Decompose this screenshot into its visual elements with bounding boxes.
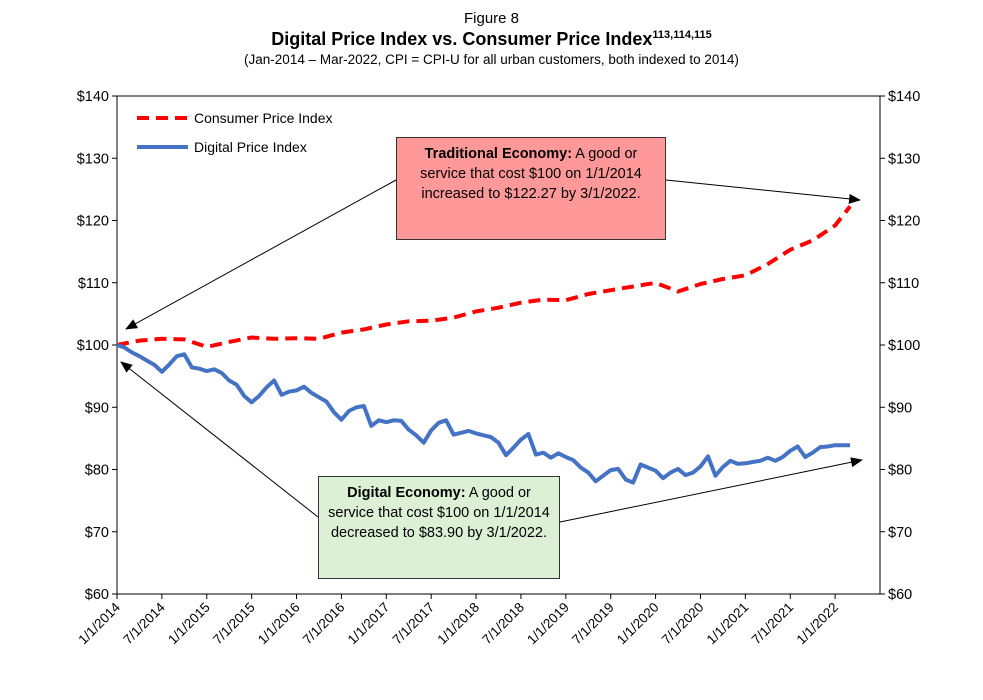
y-tick-label-right: $70 — [888, 525, 912, 541]
chart-subtitle: (Jan-2014 – Mar-2022, CPI = CPI-U for al… — [244, 52, 739, 67]
x-tick-label: 7/1/2016 — [300, 600, 348, 648]
y-tick-label-left: $100 — [77, 338, 109, 354]
chart-title-footnotes: 113,114,115 — [652, 29, 712, 41]
traditional-arrow-end — [665, 179, 861, 204]
y-tick-label-right: $130 — [888, 151, 920, 167]
x-tick-label: 1/1/2018 — [434, 600, 482, 648]
y-tick-label-right: $140 — [888, 89, 920, 105]
y-tick-label-right: $80 — [888, 463, 912, 479]
x-tick-label: 1/1/2017 — [345, 600, 393, 648]
dpi-line — [116, 343, 851, 485]
digital-economy-callout: Digital Economy: A good or service that … — [318, 476, 560, 579]
x-tick-label: 7/1/2017 — [390, 600, 438, 648]
y-tick-label-right: $60 — [888, 587, 912, 603]
x-tick-label: 1/1/2022 — [793, 600, 841, 648]
digital-arrow-end — [559, 457, 863, 523]
traditional-economy-callout: Traditional Economy: A good or service t… — [396, 137, 666, 240]
x-tick-label: 7/1/2020 — [659, 600, 707, 648]
y-tick-label-right: $90 — [888, 400, 912, 416]
x-tick-label: 1/1/2019 — [524, 600, 572, 648]
y-tick-label-right: $110 — [888, 276, 919, 292]
y-tick-label-left: $80 — [85, 463, 109, 479]
dpi-series — [116, 343, 851, 485]
traditional-callout-heading: Traditional Economy: — [424, 146, 573, 162]
y-tick-label-left: $110 — [78, 276, 109, 292]
y-tick-label-right: $120 — [888, 214, 920, 230]
x-tick-label: 7/1/2019 — [569, 600, 617, 648]
x-tick-label: 1/1/2020 — [614, 600, 662, 648]
y-tick-label-left: $120 — [77, 214, 109, 230]
x-tick-label: 7/1/2021 — [749, 600, 797, 648]
traditional-arrow-start — [125, 179, 397, 330]
digital-arrow-start — [120, 361, 319, 518]
digital-callout-text: A good or service that cost $100 on 1/1/… — [328, 485, 550, 541]
cpi-line — [116, 205, 852, 349]
y-tick-label-left: $90 — [85, 400, 109, 416]
legend-label-dpi: Digital Price Index — [194, 139, 307, 155]
y-tick-label-right: $100 — [888, 338, 920, 354]
y-tick-label-left: $60 — [85, 587, 109, 603]
figure-label: Figure 8 — [463, 10, 520, 27]
y-tick-label-left: $140 — [77, 89, 109, 105]
legend-label-cpi: Consumer Price Index — [194, 110, 333, 126]
x-tick-label: 7/1/2018 — [479, 600, 527, 648]
x-tick-label: 7/1/2015 — [210, 600, 258, 648]
callout-arrows — [120, 179, 863, 523]
x-tick-label: 1/1/2016 — [255, 600, 303, 648]
y-tick-label-left: $70 — [85, 525, 109, 541]
x-tick-label: 1/1/2014 — [75, 599, 123, 647]
chart-title: Digital Price Index vs. Consumer Price I… — [0, 29, 983, 50]
x-tick-label: 7/1/2014 — [120, 599, 168, 647]
traditional-callout-text: A good or service that cost $100 on 1/1/… — [420, 146, 642, 202]
x-tick-label: 1/1/2021 — [704, 600, 752, 648]
cpi-series — [116, 205, 852, 349]
y-tick-label-left: $130 — [77, 151, 109, 167]
x-tick-label: 1/1/2015 — [165, 600, 213, 648]
digital-callout-heading: Digital Economy: — [347, 485, 466, 501]
chart-title-text: Digital Price Index vs. Consumer Price I… — [271, 29, 653, 49]
legend — [137, 116, 188, 149]
